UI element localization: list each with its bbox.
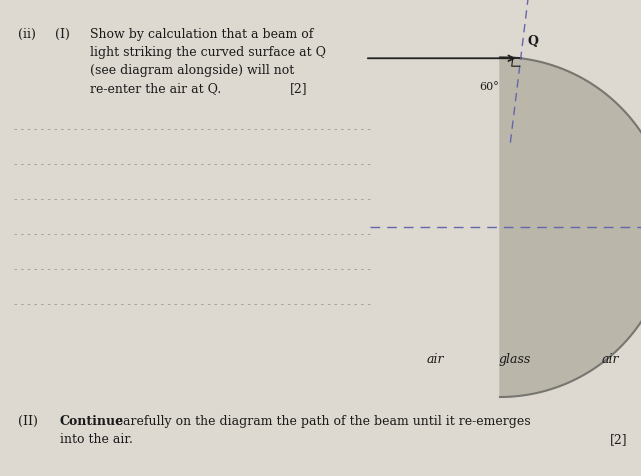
Text: [2]: [2] <box>290 82 308 95</box>
Text: air: air <box>426 353 444 366</box>
Text: (II): (II) <box>18 414 38 427</box>
Text: [2]: [2] <box>610 432 628 445</box>
Text: carefully on the diagram the path of the beam until it re-emerges: carefully on the diagram the path of the… <box>112 414 531 427</box>
Text: Show by calculation that a beam of: Show by calculation that a beam of <box>90 28 313 41</box>
Text: into the air.: into the air. <box>60 432 133 445</box>
Text: re-enter the air at Q.: re-enter the air at Q. <box>90 82 221 95</box>
Text: light striking the curved surface at Q: light striking the curved surface at Q <box>90 46 326 59</box>
Polygon shape <box>500 58 641 397</box>
Text: Q: Q <box>528 35 538 48</box>
Text: (I): (I) <box>55 28 70 41</box>
Text: glass: glass <box>499 353 531 366</box>
Text: 60°: 60° <box>479 82 499 92</box>
Text: (ii): (ii) <box>18 28 36 41</box>
Text: air: air <box>601 353 619 366</box>
Text: Continue: Continue <box>60 414 124 427</box>
Text: (see diagram alongside) will not: (see diagram alongside) will not <box>90 64 294 77</box>
